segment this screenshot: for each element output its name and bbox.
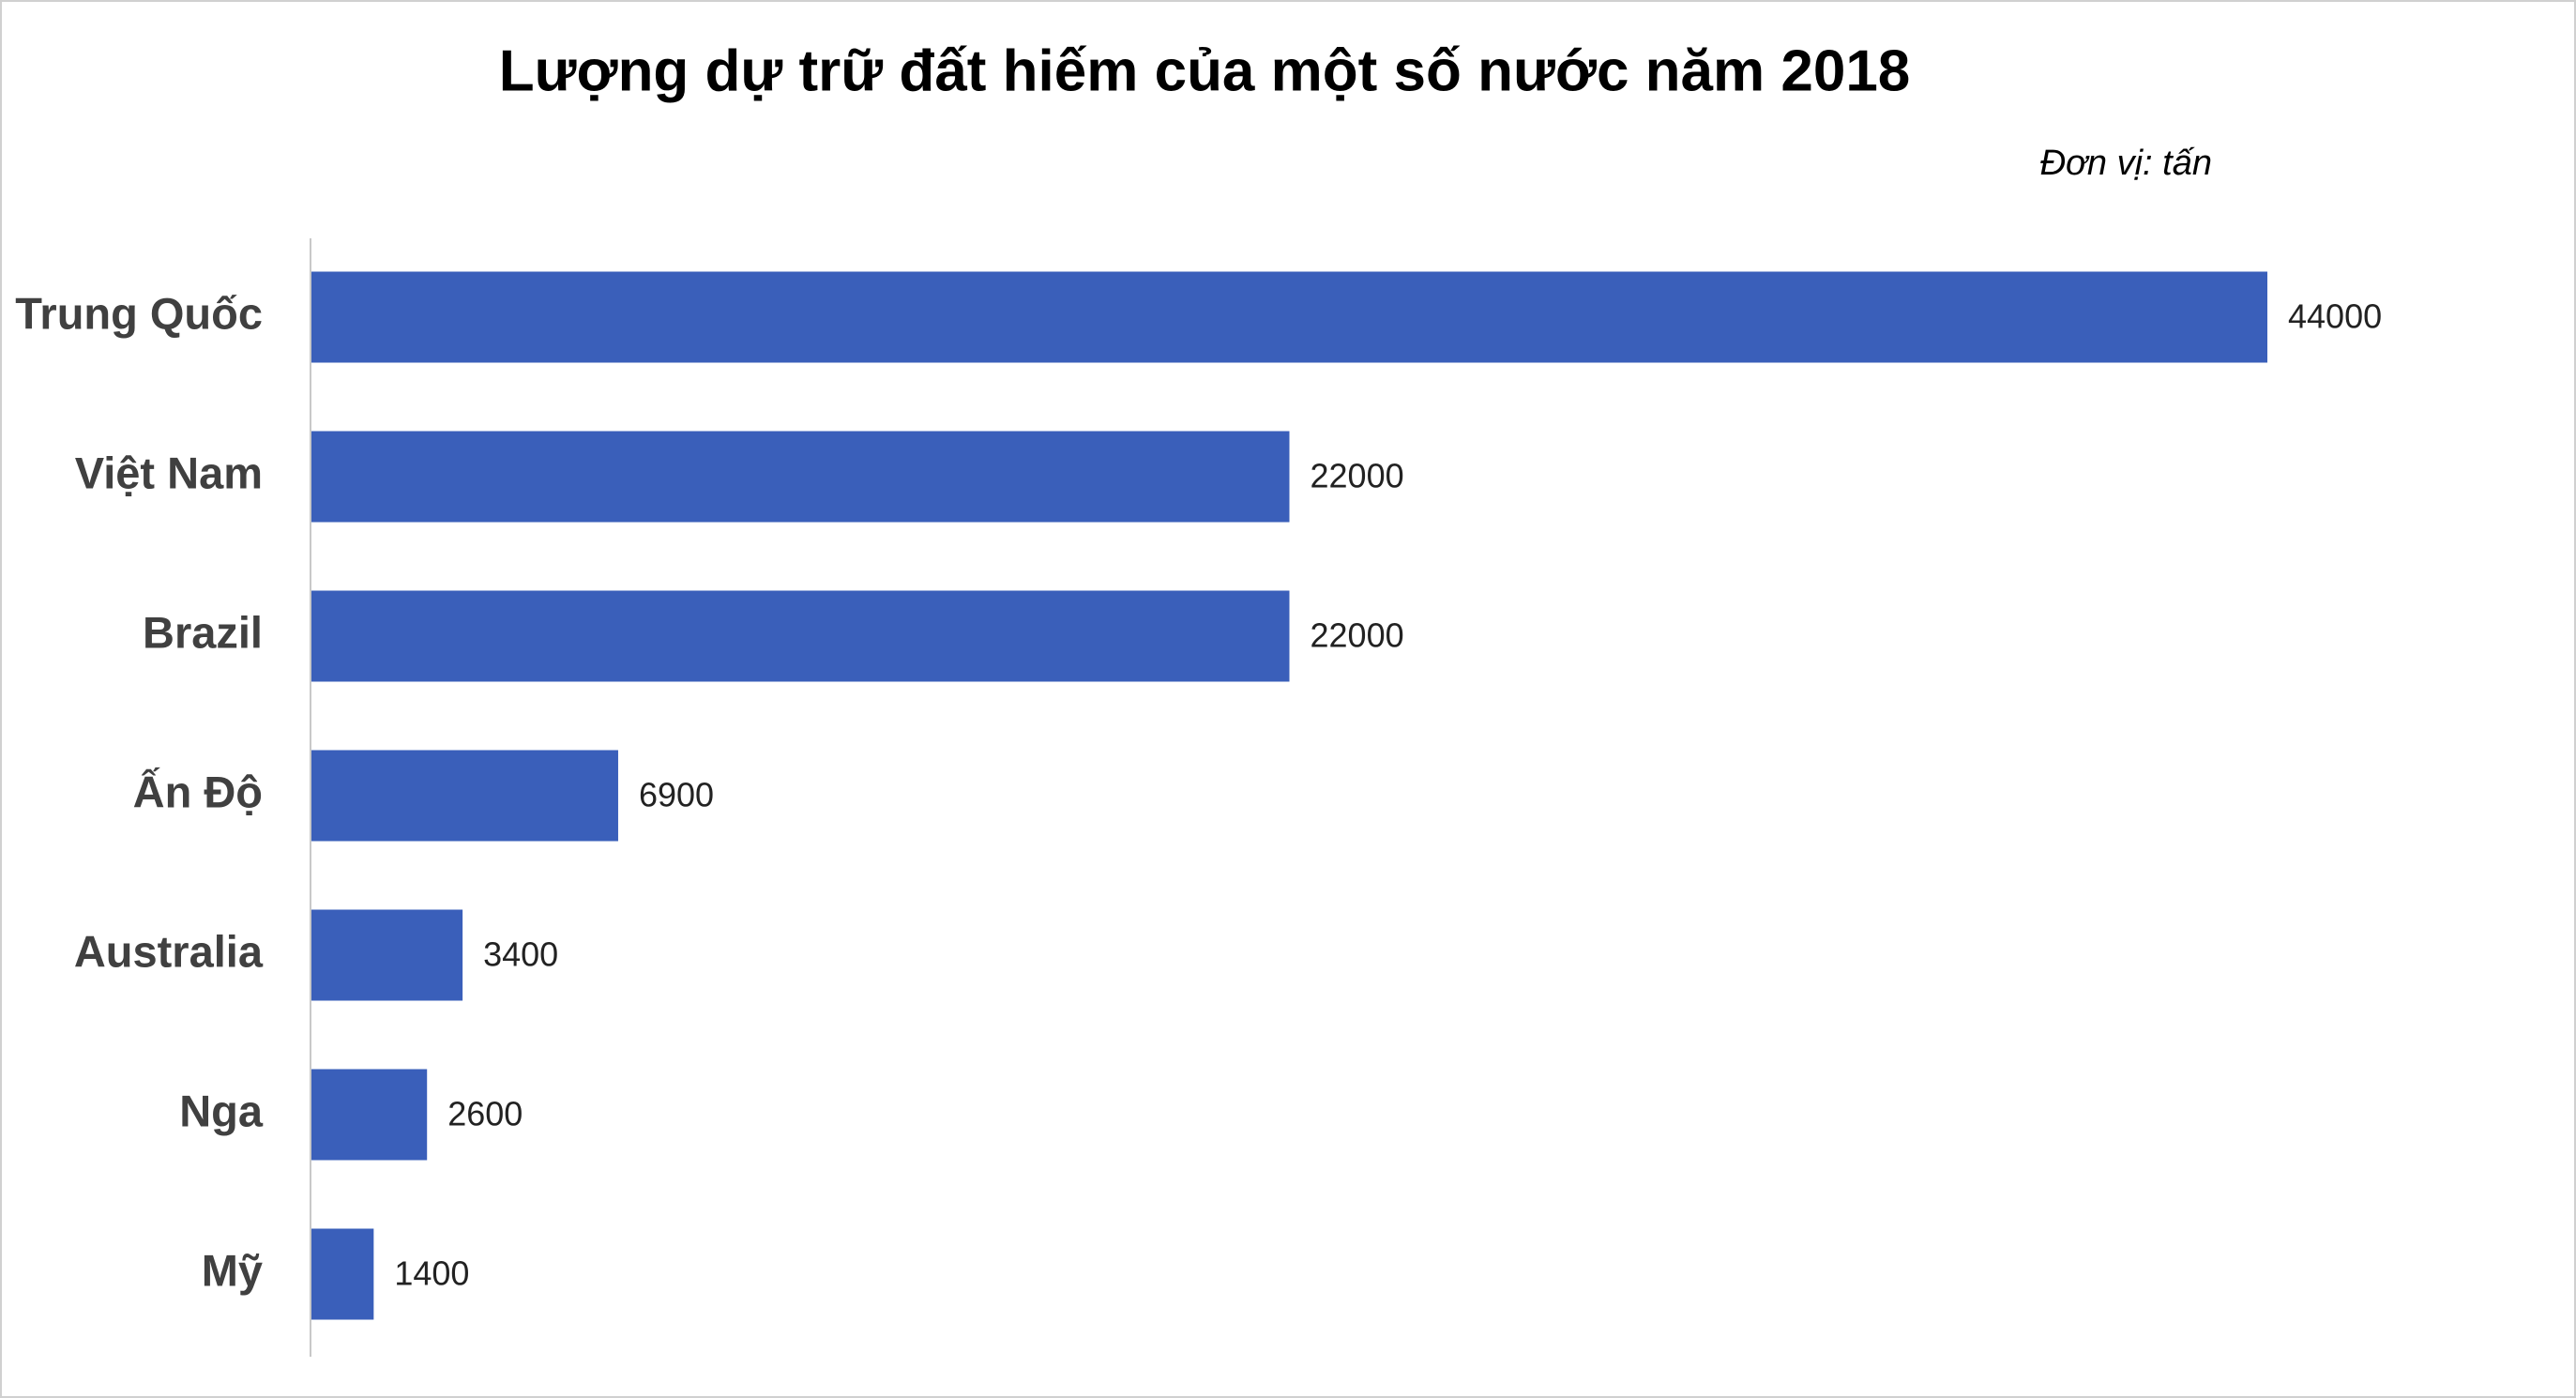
data-label: 2600 <box>447 1095 523 1133</box>
bar <box>311 271 2267 363</box>
bar <box>311 431 1290 523</box>
data-label: 6900 <box>639 776 714 814</box>
y-tick-label: Mỹ <box>202 1245 263 1295</box>
y-tick-label: Nga <box>179 1086 264 1135</box>
bar <box>311 1069 428 1161</box>
chart-title: Lượng dự trữ đất hiếm của một số nước nă… <box>499 38 1911 103</box>
data-label: 44000 <box>2288 297 2382 336</box>
data-label: 3400 <box>483 935 558 974</box>
data-label: 1400 <box>394 1254 469 1293</box>
data-label: 22000 <box>1311 457 1404 495</box>
y-tick-label: Ấn Độ <box>133 767 263 816</box>
bar <box>311 750 618 842</box>
bar <box>311 1228 374 1320</box>
bar <box>311 590 1290 682</box>
data-label: 22000 <box>1311 616 1404 655</box>
y-tick-label: Brazil <box>143 607 263 657</box>
y-tick-label: Việt Nam <box>75 448 263 497</box>
y-tick-label: Trung Quốc <box>15 288 263 338</box>
bar <box>311 909 463 1001</box>
y-tick-label: Australia <box>74 926 264 976</box>
chart-subtitle: Đơn vị: tấn <box>2040 144 2213 183</box>
